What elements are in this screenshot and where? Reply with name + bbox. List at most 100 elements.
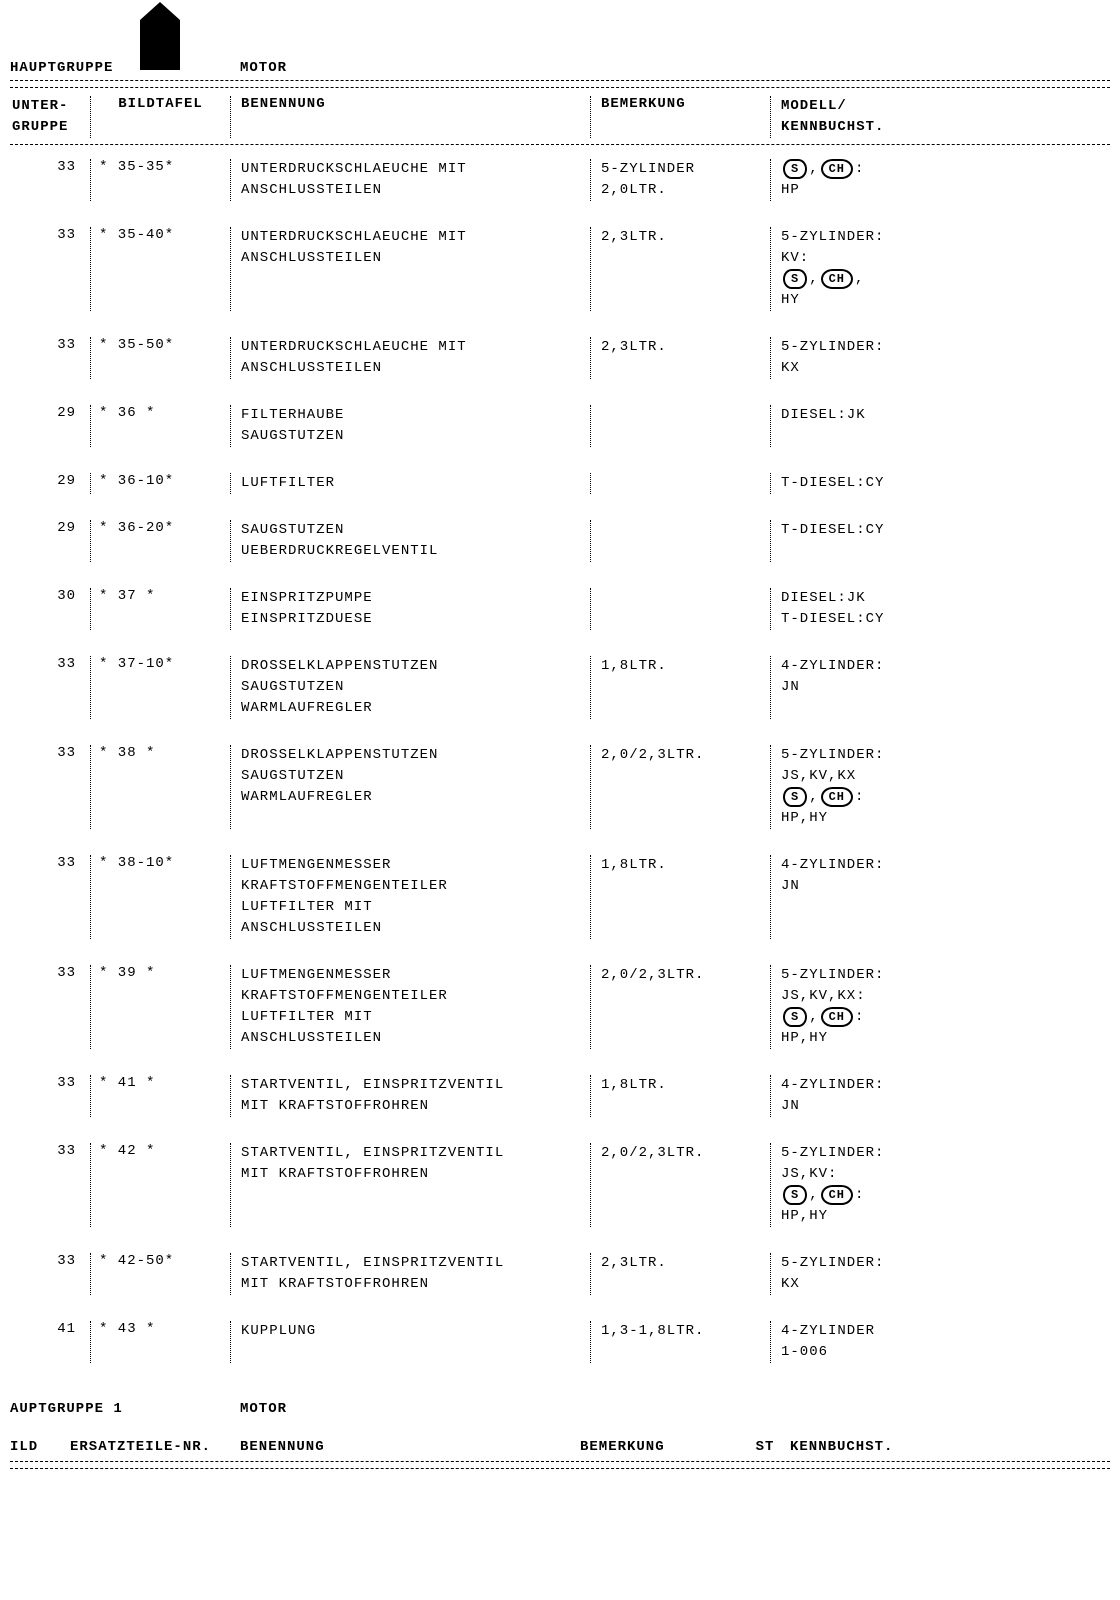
modell-line: JS,KV,KX	[781, 766, 940, 787]
cell-untergruppe: 29	[10, 520, 90, 562]
cell-benennung: LUFTFILTER	[230, 473, 590, 494]
footer-column-headers: ILD ERSATZTEILE-NR. BENENNUNG BEMERKUNG …	[10, 1435, 1110, 1459]
modell-line: S,CH,	[781, 269, 940, 290]
country-badge: CH	[821, 159, 853, 179]
modell-line: KV:	[781, 248, 940, 269]
table-row: 41* 43 *KUPPLUNG1,3-1,8LTR.4-ZYLINDER1-0…	[10, 1313, 1110, 1381]
cell-untergruppe: 33	[10, 337, 90, 379]
table-row: 33* 39 *LUFTMENGENMESSER KRAFTSTOFFMENGE…	[10, 957, 1110, 1067]
footer-hauptgruppe-label: AUPTGRUPPE 1	[10, 1401, 240, 1417]
cell-benennung: SAUGSTUTZEN UEBERDRUCKREGELVENTIL	[230, 520, 590, 562]
modell-line: KX	[781, 358, 940, 379]
country-badge: CH	[821, 1185, 853, 1205]
modell-line: 5-ZYLINDER:	[781, 965, 940, 986]
table-row: 33* 35-40*UNTERDRUCKSCHLAEUCHE MIT ANSCH…	[10, 219, 1110, 329]
cell-untergruppe: 33	[10, 855, 90, 939]
cell-untergruppe: 29	[10, 473, 90, 494]
country-badge: S	[783, 269, 807, 289]
cell-benennung: KUPPLUNG	[230, 1321, 590, 1363]
modell-line: 4-ZYLINDER	[781, 1321, 940, 1342]
cell-bemerkung: 1,8LTR.	[590, 656, 770, 719]
footer-col-kennbuchst: KENNBUCHST.	[790, 1439, 940, 1455]
cell-untergruppe: 33	[10, 159, 90, 201]
footer-section: AUPTGRUPPE 1 MOTOR ILD ERSATZTEILE-NR. B…	[10, 1401, 1110, 1469]
cell-untergruppe: 33	[10, 1075, 90, 1117]
modell-line: HP	[781, 180, 940, 201]
cell-bildtafel: * 37-10*	[90, 656, 230, 719]
country-badge: S	[783, 159, 807, 179]
table-row: 33* 35-50*UNTERDRUCKSCHLAEUCHE MIT ANSCH…	[10, 329, 1110, 397]
cell-benennung: DROSSELKLAPPENSTUTZEN SAUGSTUTZEN WARMLA…	[230, 745, 590, 829]
cell-bildtafel: * 39 *	[90, 965, 230, 1049]
col-header-bemerkung: BEMERKUNG	[590, 96, 770, 138]
cell-untergruppe: 33	[10, 227, 90, 311]
column-headers: UNTER- GRUPPE BILDTAFEL BENENNUNG BEMERK…	[10, 90, 1110, 145]
footer-divider	[10, 1461, 1110, 1469]
modell-line: T-DIESEL:CY	[781, 520, 940, 541]
cell-modell: 5-ZYLINDER:JS,KV,KXS,CH:HP,HY	[770, 745, 940, 829]
modell-line: DIESEL:JK	[781, 588, 940, 609]
divider	[10, 80, 1110, 88]
cell-modell: 5-ZYLINDER:KX	[770, 337, 940, 379]
cell-benennung: EINSPRITZPUMPE EINSPRITZDUESE	[230, 588, 590, 630]
cell-modell: T-DIESEL:CY	[770, 520, 940, 562]
cell-bemerkung: 1,3-1,8LTR.	[590, 1321, 770, 1363]
cell-benennung: DROSSELKLAPPENSTUTZEN SAUGSTUTZEN WARMLA…	[230, 656, 590, 719]
modell-line: 4-ZYLINDER:	[781, 1075, 940, 1096]
cell-untergruppe: 33	[10, 1143, 90, 1227]
cell-bildtafel: * 41 *	[90, 1075, 230, 1117]
cell-bildtafel: * 36 *	[90, 405, 230, 447]
cell-bildtafel: * 35-40*	[90, 227, 230, 311]
cell-bemerkung: 1,8LTR.	[590, 1075, 770, 1117]
cell-bemerkung	[590, 405, 770, 447]
country-badge: CH	[821, 269, 853, 289]
cell-bemerkung: 2,0/2,3LTR.	[590, 1143, 770, 1227]
modell-line: S,CH:	[781, 159, 940, 180]
modell-line: 5-ZYLINDER:	[781, 1253, 940, 1274]
modell-line: T-DIESEL:CY	[781, 473, 940, 494]
modell-line: JN	[781, 677, 940, 698]
cell-modell: 5-ZYLINDER:JS,KV:S,CH:HP,HY	[770, 1143, 940, 1227]
cell-bildtafel: * 35-50*	[90, 337, 230, 379]
table-row: 33* 38 *DROSSELKLAPPENSTUTZEN SAUGSTUTZE…	[10, 737, 1110, 847]
country-badge: S	[783, 1185, 807, 1205]
table-row: 33* 41 *STARTVENTIL, EINSPRITZVENTIL MIT…	[10, 1067, 1110, 1135]
modell-line: JN	[781, 876, 940, 897]
cell-untergruppe: 30	[10, 588, 90, 630]
cell-untergruppe: 33	[10, 745, 90, 829]
table-row: 29* 36-10*LUFTFILTER T-DIESEL:CY	[10, 465, 1110, 512]
cell-bildtafel: * 36-20*	[90, 520, 230, 562]
country-badge: S	[783, 1007, 807, 1027]
cell-bildtafel: * 37 *	[90, 588, 230, 630]
footer-col-bemerkung: BEMERKUNG	[580, 1439, 740, 1455]
cell-benennung: STARTVENTIL, EINSPRITZVENTIL MIT KRAFTST…	[230, 1253, 590, 1295]
cell-modell: 5-ZYLINDER:KX	[770, 1253, 940, 1295]
footer-col-ild: ILD	[10, 1439, 70, 1455]
col-header-modell: MODELL/ KENNBUCHST.	[770, 96, 940, 138]
cell-benennung: UNTERDRUCKSCHLAEUCHE MIT ANSCHLUSSTEILEN	[230, 159, 590, 201]
table-row: 29* 36-20*SAUGSTUTZEN UEBERDRUCKREGELVEN…	[10, 512, 1110, 580]
modell-line: DIESEL:JK	[781, 405, 940, 426]
cell-benennung: LUFTMENGENMESSER KRAFTSTOFFMENGENTEILER …	[230, 855, 590, 939]
modell-line: JN	[781, 1096, 940, 1117]
cell-modell: DIESEL:JKT-DIESEL:CY	[770, 588, 940, 630]
modell-line: 4-ZYLINDER:	[781, 656, 940, 677]
table-body: 33* 35-35*UNTERDRUCKSCHLAEUCHE MIT ANSCH…	[10, 151, 1110, 1381]
cell-modell: S,CH:HP	[770, 159, 940, 201]
cell-bemerkung	[590, 473, 770, 494]
modell-line: S,CH:	[781, 787, 940, 808]
cell-bildtafel: * 42-50*	[90, 1253, 230, 1295]
cell-modell: 4-ZYLINDER:JN	[770, 855, 940, 939]
table-row: 33* 42 *STARTVENTIL, EINSPRITZVENTIL MIT…	[10, 1135, 1110, 1245]
table-row: 33* 38-10*LUFTMENGENMESSER KRAFTSTOFFMEN…	[10, 847, 1110, 957]
col-header-bildtafel: BILDTAFEL	[90, 96, 230, 138]
cell-bildtafel: * 36-10*	[90, 473, 230, 494]
table-row: 33* 42-50*STARTVENTIL, EINSPRITZVENTIL M…	[10, 1245, 1110, 1313]
cell-bildtafel: * 42 *	[90, 1143, 230, 1227]
cell-modell: 4-ZYLINDER1-006	[770, 1321, 940, 1363]
table-row: 33* 35-35*UNTERDRUCKSCHLAEUCHE MIT ANSCH…	[10, 151, 1110, 219]
modell-line: T-DIESEL:CY	[781, 609, 940, 630]
cell-benennung: FILTERHAUBE SAUGSTUTZEN	[230, 405, 590, 447]
modell-line: 5-ZYLINDER:	[781, 227, 940, 248]
cell-modell: 5-ZYLINDER:KV:S,CH,HY	[770, 227, 940, 311]
